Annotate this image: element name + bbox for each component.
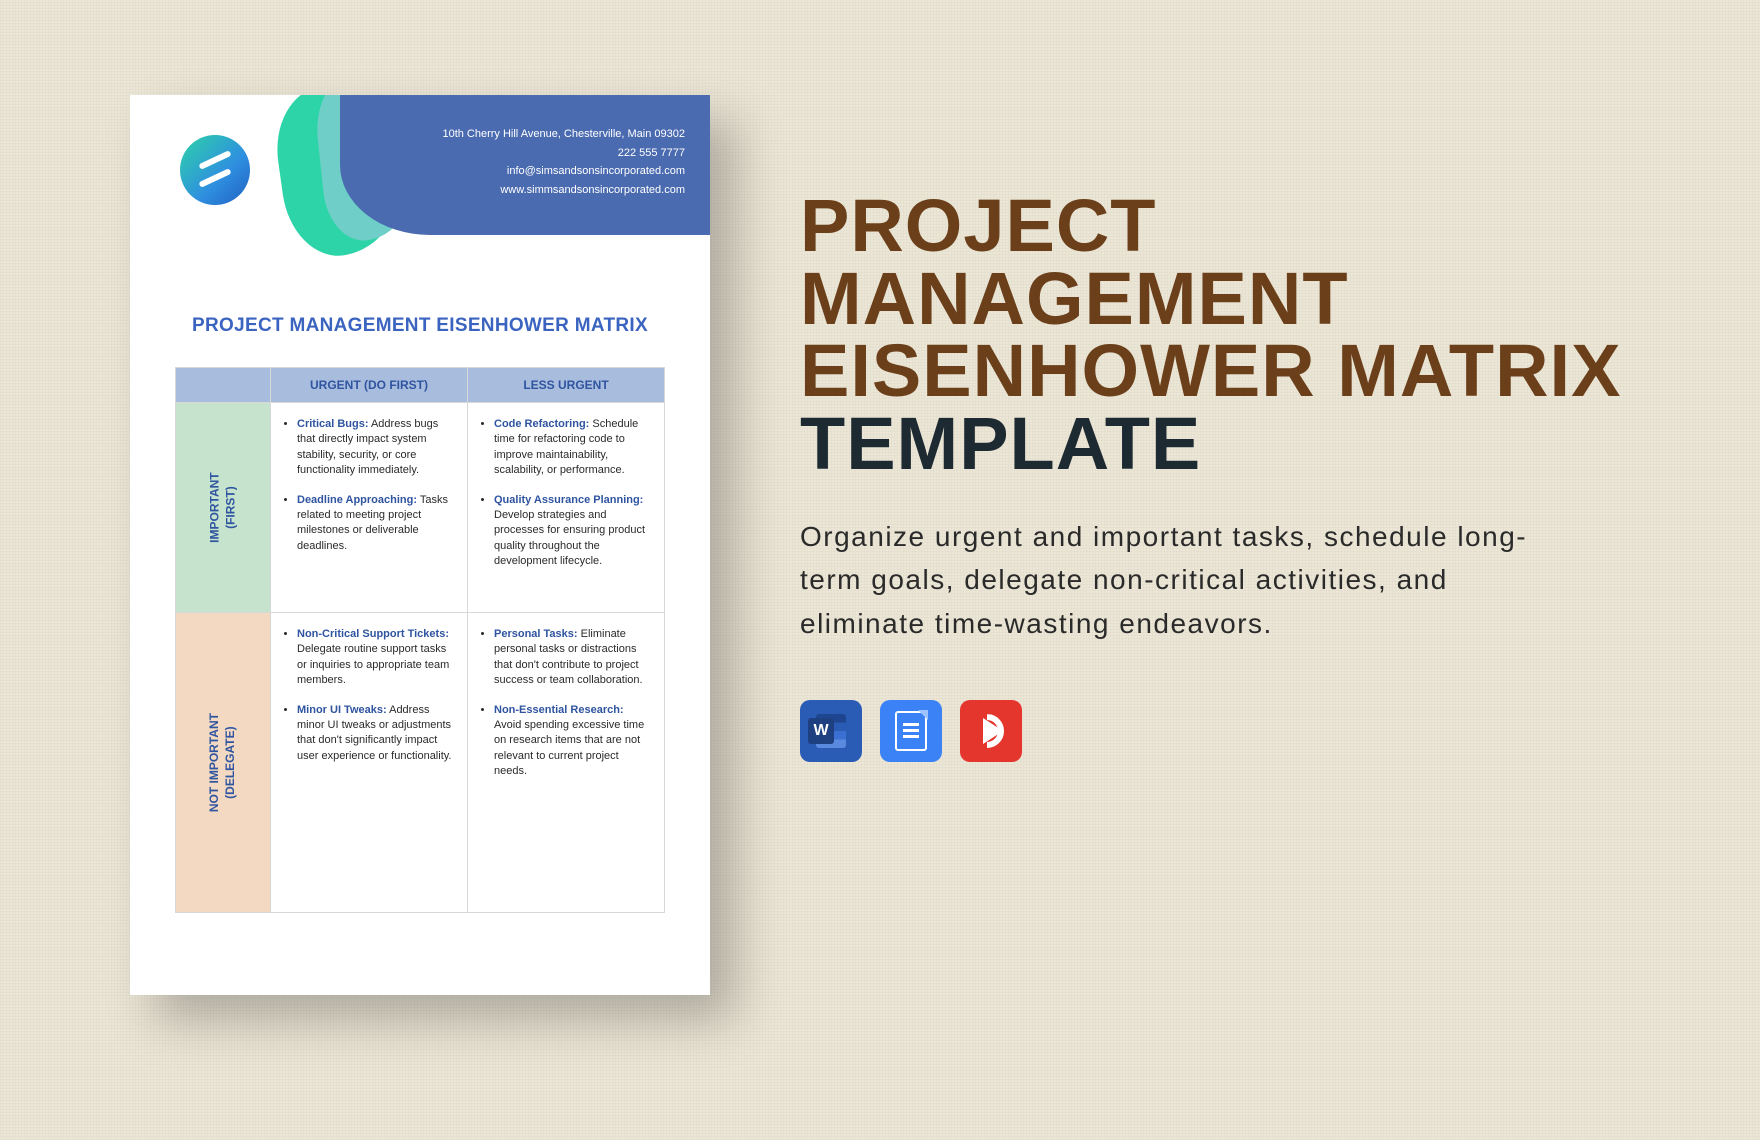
task-item: Personal Tasks: Eliminate personal tasks… [494, 627, 652, 689]
matrix-corner-cell [176, 368, 271, 402]
promo-title-suffix: TEMPLATE [800, 402, 1201, 485]
cell-important-less-urgent: Code Refactoring: Schedule time for refa… [468, 402, 664, 612]
cell-important-urgent: Critical Bugs: Address bugs that directl… [271, 402, 468, 612]
task-item: Code Refactoring: Schedule time for refa… [494, 417, 652, 479]
document-header: 10th Cherry Hill Avenue, Chesterville, M… [130, 95, 710, 260]
word-icon[interactable]: W [800, 700, 862, 762]
task-item: Critical Bugs: Address bugs that directl… [297, 417, 455, 479]
google-docs-icon[interactable] [880, 700, 942, 762]
task-item: Deadline Approaching: Tasks related to m… [297, 493, 455, 555]
promo-title: PROJECT MANAGEMENT EISENHOWER MATRIX TEM… [800, 190, 1670, 480]
column-header-urgent: URGENT (DO FIRST) [271, 368, 468, 402]
task-item: Quality Assurance Planning: Develop stra… [494, 493, 652, 570]
task-item: Non-Essential Research: Avoid spending e… [494, 703, 652, 780]
promo-description: Organize urgent and important tasks, sch… [800, 515, 1560, 645]
document-title: PROJECT MANAGEMENT EISENHOWER MATRIX [130, 315, 710, 337]
eisenhower-matrix: URGENT (DO FIRST) LESS URGENT IMPORTANT(… [175, 367, 665, 913]
pdf-icon[interactable] [960, 700, 1022, 762]
matrix-row-not-important: NOT IMPORTANT(DELEGATE) Non-Critical Sup… [176, 612, 664, 912]
cell-not-important-less-urgent: Personal Tasks: Eliminate personal tasks… [468, 612, 664, 912]
contact-website: www.simmsandsonsincorporated.com [365, 181, 685, 200]
format-icons-row: W [800, 700, 1670, 762]
company-logo-icon [180, 135, 250, 205]
row-header-important: IMPORTANT(FIRST) [176, 402, 271, 612]
matrix-header-row: URGENT (DO FIRST) LESS URGENT [176, 368, 664, 402]
matrix-row-important: IMPORTANT(FIRST) Critical Bugs: Address … [176, 402, 664, 612]
cell-not-important-urgent: Non-Critical Support Tickets: Delegate r… [271, 612, 468, 912]
column-header-less-urgent: LESS URGENT [468, 368, 664, 402]
promo-title-main: PROJECT MANAGEMENT EISENHOWER MATRIX [800, 184, 1621, 412]
row-header-not-important: NOT IMPORTANT(DELEGATE) [176, 612, 271, 912]
promo-panel: PROJECT MANAGEMENT EISENHOWER MATRIX TEM… [800, 190, 1670, 762]
task-item: Minor UI Tweaks: Address minor UI tweaks… [297, 703, 455, 765]
contact-address: 10th Cherry Hill Avenue, Chesterville, M… [365, 125, 685, 144]
document-preview: 10th Cherry Hill Avenue, Chesterville, M… [130, 95, 710, 995]
contact-phone: 222 555 7777 [365, 144, 685, 163]
task-item: Non-Critical Support Tickets: Delegate r… [297, 627, 455, 689]
contact-block: 10th Cherry Hill Avenue, Chesterville, M… [365, 125, 685, 200]
contact-email: info@simsandsonsincorporated.com [365, 162, 685, 181]
